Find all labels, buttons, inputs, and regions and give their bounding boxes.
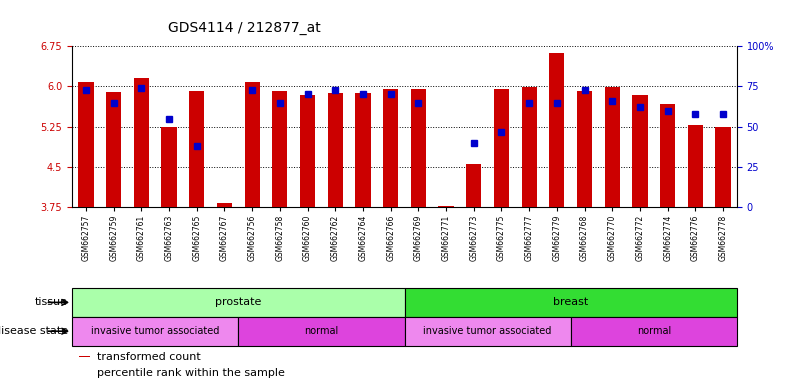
- Text: GDS4114 / 212877_at: GDS4114 / 212877_at: [168, 21, 321, 35]
- Bar: [162, 127, 177, 207]
- Text: prostate: prostate: [215, 297, 261, 308]
- Bar: [217, 203, 232, 207]
- Bar: [106, 92, 121, 207]
- Bar: [688, 125, 703, 207]
- Bar: [577, 91, 592, 207]
- Bar: [134, 78, 149, 207]
- Bar: [189, 91, 204, 207]
- Bar: [78, 356, 91, 357]
- Text: percentile rank within the sample: percentile rank within the sample: [97, 368, 284, 378]
- Text: invasive tumor associated: invasive tumor associated: [424, 326, 552, 336]
- Bar: [328, 93, 343, 207]
- Text: normal: normal: [304, 326, 339, 336]
- Text: normal: normal: [637, 326, 671, 336]
- Text: transformed count: transformed count: [97, 352, 200, 362]
- Bar: [405, 288, 737, 317]
- Bar: [72, 317, 239, 346]
- Bar: [438, 206, 453, 207]
- Bar: [660, 104, 675, 207]
- Bar: [383, 89, 398, 207]
- Bar: [411, 89, 426, 207]
- Bar: [494, 89, 509, 207]
- Bar: [244, 82, 260, 207]
- Text: invasive tumor associated: invasive tumor associated: [91, 326, 219, 336]
- Bar: [272, 91, 288, 207]
- Bar: [78, 82, 94, 207]
- Bar: [521, 88, 537, 207]
- Bar: [571, 317, 737, 346]
- Bar: [356, 93, 371, 207]
- Bar: [715, 127, 731, 207]
- Text: disease state: disease state: [0, 326, 68, 336]
- Text: tissue: tissue: [35, 297, 68, 308]
- Bar: [605, 88, 620, 207]
- Bar: [466, 164, 481, 207]
- Bar: [549, 53, 565, 207]
- Bar: [632, 95, 647, 207]
- Bar: [239, 317, 405, 346]
- Text: breast: breast: [553, 297, 589, 308]
- Bar: [72, 288, 405, 317]
- Bar: [300, 95, 315, 207]
- Bar: [405, 317, 571, 346]
